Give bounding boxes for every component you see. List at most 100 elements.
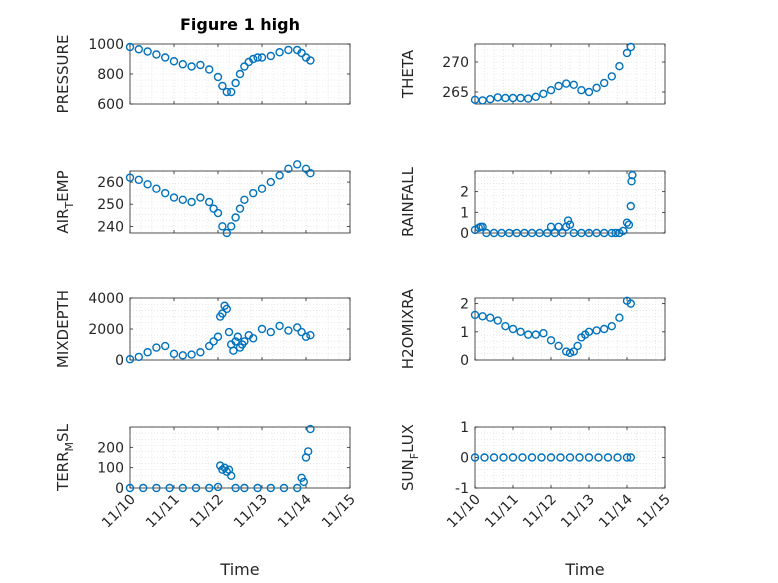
data-point	[546, 453, 556, 462]
axes-box	[129, 170, 351, 234]
grid-pressure	[130, 44, 350, 104]
data-point	[501, 321, 510, 331]
data-point	[152, 50, 161, 59]
data-point	[613, 453, 622, 462]
data-point	[518, 453, 527, 462]
data-point	[152, 483, 161, 493]
data-point	[204, 483, 214, 493]
data-point	[306, 56, 315, 65]
series-air-temp	[125, 160, 315, 238]
y-axis-label: TERRMSL	[54, 423, 76, 492]
x-axis-label: Time	[564, 560, 604, 579]
data-point	[231, 483, 240, 493]
panel-pressure: 600 800 1000 PRESSURE Figure 1 high	[54, 15, 351, 113]
data-point	[626, 42, 635, 52]
data-point	[275, 48, 284, 57]
data-point	[573, 341, 582, 351]
y-tick-label: 0	[460, 451, 469, 467]
series-h2omixra	[470, 296, 635, 358]
data-point	[622, 453, 632, 462]
data-point	[222, 304, 232, 314]
data-point	[235, 69, 245, 79]
data-point	[584, 87, 594, 97]
data-point	[304, 447, 313, 456]
data-point	[480, 453, 489, 462]
panel-theta: 265 270 THETA	[399, 42, 666, 105]
data-point	[565, 453, 575, 462]
y-tick-label: 2	[460, 185, 469, 201]
data-point	[493, 316, 502, 325]
data-point	[218, 81, 227, 91]
data-point	[143, 348, 152, 357]
data-point	[470, 310, 480, 320]
data-point	[611, 228, 620, 238]
data-point	[187, 62, 196, 71]
data-point	[508, 324, 518, 334]
data-point	[160, 341, 170, 351]
y-tick-label: 1	[460, 325, 469, 341]
data-point	[231, 78, 240, 88]
data-point	[248, 334, 258, 343]
data-point	[125, 483, 135, 493]
data-point	[301, 332, 311, 341]
data-point	[478, 96, 487, 105]
data-point	[575, 453, 584, 462]
data-point	[134, 352, 144, 362]
data-point	[213, 332, 223, 341]
data-point	[169, 57, 179, 66]
series-sun-flux	[470, 453, 635, 462]
data-point	[196, 193, 205, 202]
data-point	[235, 204, 245, 213]
data-point	[284, 326, 293, 335]
data-point	[218, 309, 227, 318]
data-point	[138, 483, 148, 493]
y-tick-label: 270	[442, 55, 469, 71]
y-tick-label: 2	[460, 297, 469, 313]
data-point	[204, 65, 214, 74]
data-point	[607, 72, 616, 81]
panel-mixdepth: 0 2000 4000 MIXDEPTH	[54, 290, 351, 369]
data-point	[191, 483, 201, 493]
data-point	[253, 53, 262, 62]
data-point	[222, 87, 232, 97]
y-tick-label: 600	[97, 97, 124, 113]
data-point	[229, 346, 238, 355]
data-point	[600, 324, 609, 334]
data-point	[607, 321, 616, 331]
data-point	[539, 89, 548, 99]
data-point	[293, 323, 302, 332]
data-point	[279, 483, 289, 493]
data-point	[562, 79, 571, 88]
y-tick-label: 4000	[88, 291, 124, 307]
data-point	[524, 94, 533, 103]
data-point	[569, 347, 578, 356]
data-point	[301, 164, 311, 173]
data-point	[293, 483, 302, 493]
data-point	[178, 60, 188, 69]
y-tick-label: 2000	[88, 322, 124, 338]
data-point	[546, 85, 556, 95]
data-point	[531, 92, 540, 102]
data-point	[306, 169, 315, 178]
y-tick-label: 260	[97, 175, 124, 191]
data-point	[603, 453, 613, 462]
data-point	[563, 216, 573, 225]
data-point	[293, 160, 302, 169]
data-point	[626, 201, 635, 211]
data-point	[218, 222, 227, 231]
data-point	[240, 337, 249, 346]
y-tick-label: 100	[97, 461, 124, 477]
data-point	[554, 81, 563, 91]
data-point	[134, 45, 144, 54]
grid-terr-msl	[130, 427, 350, 488]
data-point	[226, 471, 236, 480]
y-axis-label: THETA	[399, 49, 417, 99]
series-mixdepth	[125, 301, 315, 364]
series-terr-msl	[125, 424, 315, 493]
data-point	[257, 53, 267, 62]
data-point	[204, 341, 214, 351]
data-point	[253, 483, 262, 493]
data-point	[628, 170, 637, 180]
data-point	[556, 453, 565, 462]
